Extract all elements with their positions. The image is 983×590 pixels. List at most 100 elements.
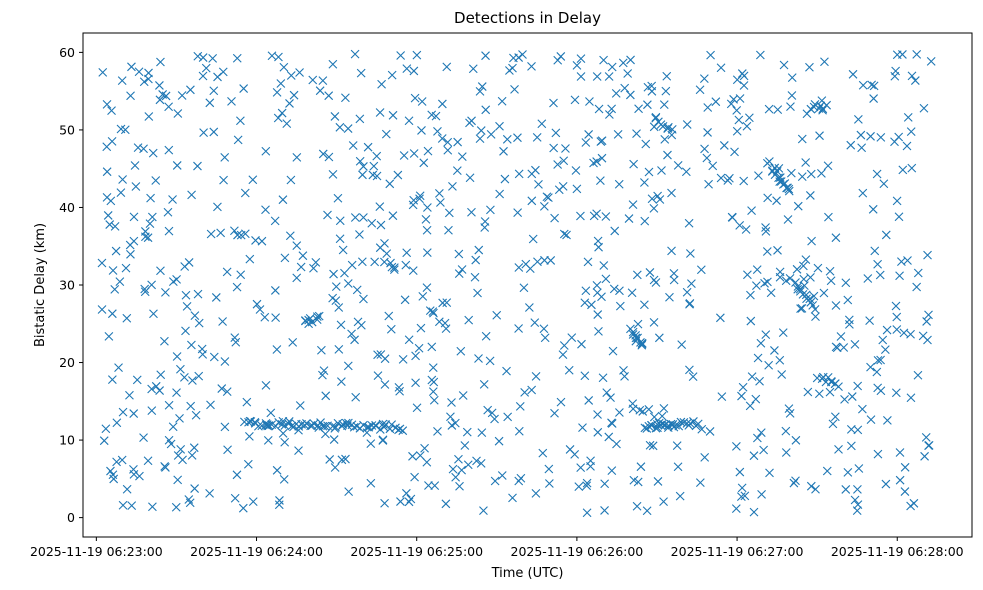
data-point <box>702 153 712 163</box>
data-point <box>580 298 590 308</box>
data-point <box>102 99 112 109</box>
data-point <box>787 91 797 100</box>
data-point <box>553 55 563 65</box>
data-point <box>193 51 203 61</box>
data-point <box>524 303 534 312</box>
data-point <box>187 340 196 350</box>
data-point <box>330 463 340 472</box>
data-point <box>654 333 664 343</box>
data-point <box>546 256 556 265</box>
data-point <box>881 230 891 240</box>
data-point <box>730 147 739 157</box>
data-point <box>490 476 500 486</box>
data-point <box>263 435 273 445</box>
data-point <box>417 97 427 106</box>
data-point <box>471 255 481 265</box>
data-point <box>607 62 617 72</box>
data-point <box>550 408 559 418</box>
data-point <box>570 450 580 459</box>
data-point <box>813 263 823 273</box>
data-point <box>453 137 463 147</box>
data-point <box>902 141 912 151</box>
data-point <box>470 272 480 282</box>
data-point <box>645 440 655 450</box>
data-point <box>653 423 662 433</box>
data-point <box>802 109 812 119</box>
data-point <box>334 303 344 312</box>
data-point <box>510 85 519 94</box>
data-point <box>253 421 263 431</box>
data-point <box>314 311 324 321</box>
data-point <box>846 140 856 150</box>
data-point <box>172 352 182 361</box>
data-point <box>834 382 843 392</box>
data-point <box>443 137 453 147</box>
data-point <box>540 333 550 343</box>
data-point <box>620 83 630 93</box>
data-point <box>576 211 585 221</box>
data-point <box>118 500 128 510</box>
data-point <box>638 407 648 416</box>
data-point <box>158 90 168 99</box>
data-point <box>130 161 140 170</box>
data-point <box>404 335 414 345</box>
data-point <box>480 223 490 232</box>
data-point <box>803 387 813 397</box>
data-point <box>595 176 605 186</box>
data-point <box>261 380 271 390</box>
data-point <box>587 300 596 310</box>
data-point <box>644 167 654 177</box>
data-point <box>836 332 846 341</box>
data-point <box>878 335 888 345</box>
data-point <box>440 318 450 328</box>
data-point <box>151 381 161 391</box>
data-point <box>108 266 118 275</box>
data-point <box>186 85 195 95</box>
data-point <box>277 108 287 118</box>
data-point <box>372 151 382 161</box>
data-point <box>752 265 762 275</box>
data-point <box>318 76 328 85</box>
data-point <box>341 454 350 464</box>
data-point <box>659 497 668 507</box>
data-point <box>335 216 345 226</box>
data-point <box>854 464 864 473</box>
data-point <box>193 289 203 299</box>
y-tick-label: 60 <box>59 45 75 60</box>
data-point <box>890 137 899 147</box>
data-point <box>503 412 513 422</box>
data-point <box>101 424 111 434</box>
data-point <box>177 91 187 100</box>
data-point <box>783 215 793 224</box>
data-point <box>156 266 165 276</box>
data-point <box>898 165 908 175</box>
data-point <box>549 143 559 153</box>
data-point <box>531 488 541 498</box>
data-point <box>328 170 338 179</box>
data-point <box>423 146 433 156</box>
data-point <box>567 333 577 342</box>
data-point <box>601 212 611 221</box>
data-point <box>395 386 405 396</box>
data-point <box>357 257 367 267</box>
data-point <box>369 161 379 171</box>
data-point <box>373 350 382 360</box>
data-point <box>514 169 524 179</box>
data-point <box>182 301 192 311</box>
data-point <box>578 423 587 432</box>
data-point <box>798 261 808 271</box>
data-point <box>594 326 603 336</box>
data-point <box>350 49 360 59</box>
data-point <box>454 249 464 259</box>
data-point <box>640 216 650 226</box>
data-point <box>121 263 131 273</box>
data-point <box>428 307 438 316</box>
data-point <box>109 474 119 484</box>
data-point <box>760 278 769 288</box>
data-point <box>179 372 189 382</box>
data-point <box>132 375 142 385</box>
data-point <box>875 270 885 280</box>
data-point <box>826 276 836 286</box>
data-point <box>549 98 558 108</box>
data-point <box>703 128 712 137</box>
